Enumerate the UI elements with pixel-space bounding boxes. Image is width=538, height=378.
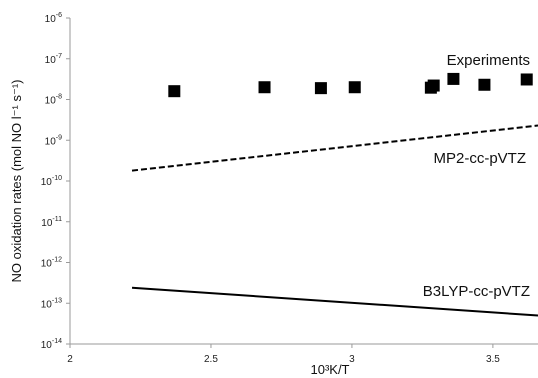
x-tick-label: 2 — [67, 354, 73, 365]
experiment-point — [314, 82, 327, 95]
y-tick-label: 10-11 — [41, 216, 62, 229]
y-tick-label: 10-13 — [41, 297, 62, 310]
experiment-point — [427, 79, 440, 92]
y-tick-label: 10-10 — [41, 175, 62, 188]
x-axis-title: 10³K/T — [310, 362, 349, 377]
series-labels: Experiments MP2-cc-pVTZ B3LYP-cc-pVTZ — [423, 52, 530, 300]
y-tick-label: 10-7 — [45, 53, 62, 66]
ticks: 10-14 10-13 10-12 10-11 10-10 10-9 10-8 10-7 10-… — [41, 12, 501, 365]
y-tick-label: 10-6 — [45, 12, 62, 25]
experiments-series — [168, 72, 533, 98]
experiment-point — [348, 81, 361, 94]
y-tick-label: 10-9 — [45, 134, 62, 147]
series-layer — [131, 72, 538, 317]
x-tick-label: 3.5 — [486, 354, 500, 365]
x-tick-label: 2.5 — [204, 354, 218, 365]
experiment-point — [258, 81, 271, 94]
mp2-series-line — [131, 124, 538, 172]
experiments-label: Experiments — [447, 52, 530, 69]
experiment-point — [168, 85, 181, 98]
y-axis-title: NO oxidation rates (mol NO l⁻¹ s⁻¹) — [9, 80, 24, 283]
mp2-label: MP2-cc-pVTZ — [433, 150, 526, 167]
y-tick-label: 10-8 — [45, 94, 62, 107]
y-tick-label: 10-14 — [41, 338, 62, 351]
y-tick-label: 10-12 — [41, 257, 62, 270]
experiment-point — [447, 72, 460, 85]
b3lyp-series-line — [131, 286, 538, 317]
x-tick-label: 3 — [349, 354, 355, 365]
experiment-point — [520, 73, 533, 86]
experiment-point — [478, 78, 491, 91]
b3lyp-label: B3LYP-cc-pVTZ — [423, 283, 530, 300]
